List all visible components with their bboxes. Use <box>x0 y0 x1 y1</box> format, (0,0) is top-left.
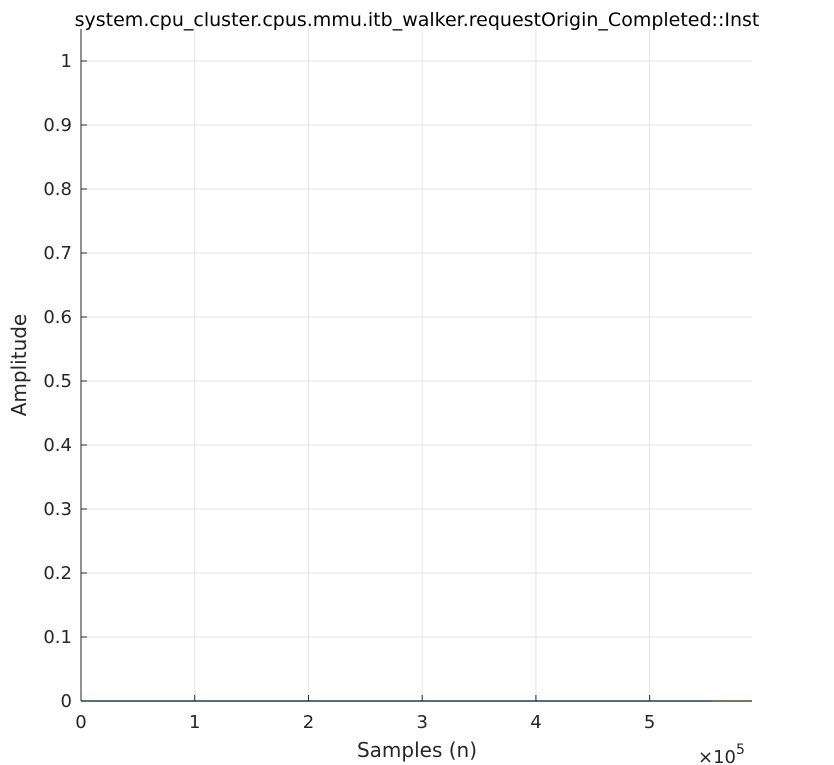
y-tick-label: 1 <box>61 51 72 72</box>
y-tick-label: 0.9 <box>43 115 72 136</box>
y-ticks: 0 0.1 0.2 0.3 0.4 0.5 0.6 0.7 0.8 0.9 1 <box>43 51 87 712</box>
x-axis-label: Samples (n) <box>357 738 477 762</box>
y-tick-label: 0.8 <box>43 179 72 200</box>
x-tick-label: 2 <box>303 712 314 733</box>
y-tick-label: 0.2 <box>43 563 72 584</box>
y-tick-label: 0 <box>61 691 72 712</box>
x-tick-label: 1 <box>189 712 200 733</box>
x-tick-label: 5 <box>644 712 655 733</box>
y-tick-label: 0.7 <box>43 243 72 264</box>
y-tick-label: 0.5 <box>43 371 72 392</box>
y-tick-label: 0.1 <box>43 627 72 648</box>
y-tick-label: 0.3 <box>43 499 72 520</box>
plot-area <box>81 29 752 701</box>
x-exponent-base: ×10 <box>698 747 736 765</box>
y-axis-label: Amplitude <box>7 314 31 417</box>
y-tick-label: 0.4 <box>43 435 72 456</box>
x-exponent-power: 5 <box>736 742 745 758</box>
x-tick-label: 4 <box>530 712 541 733</box>
x-tick-label: 3 <box>416 712 427 733</box>
chart-title: system.cpu_cluster.cpus.mmu.itb_walker.r… <box>75 9 760 31</box>
y-tick-label: 0.6 <box>43 307 72 328</box>
grid <box>81 29 752 701</box>
x-tick-label: 0 <box>75 712 86 733</box>
x-exponent-label: ×105 <box>698 742 745 765</box>
x-ticks: 0 1 2 3 4 5 <box>75 695 655 733</box>
